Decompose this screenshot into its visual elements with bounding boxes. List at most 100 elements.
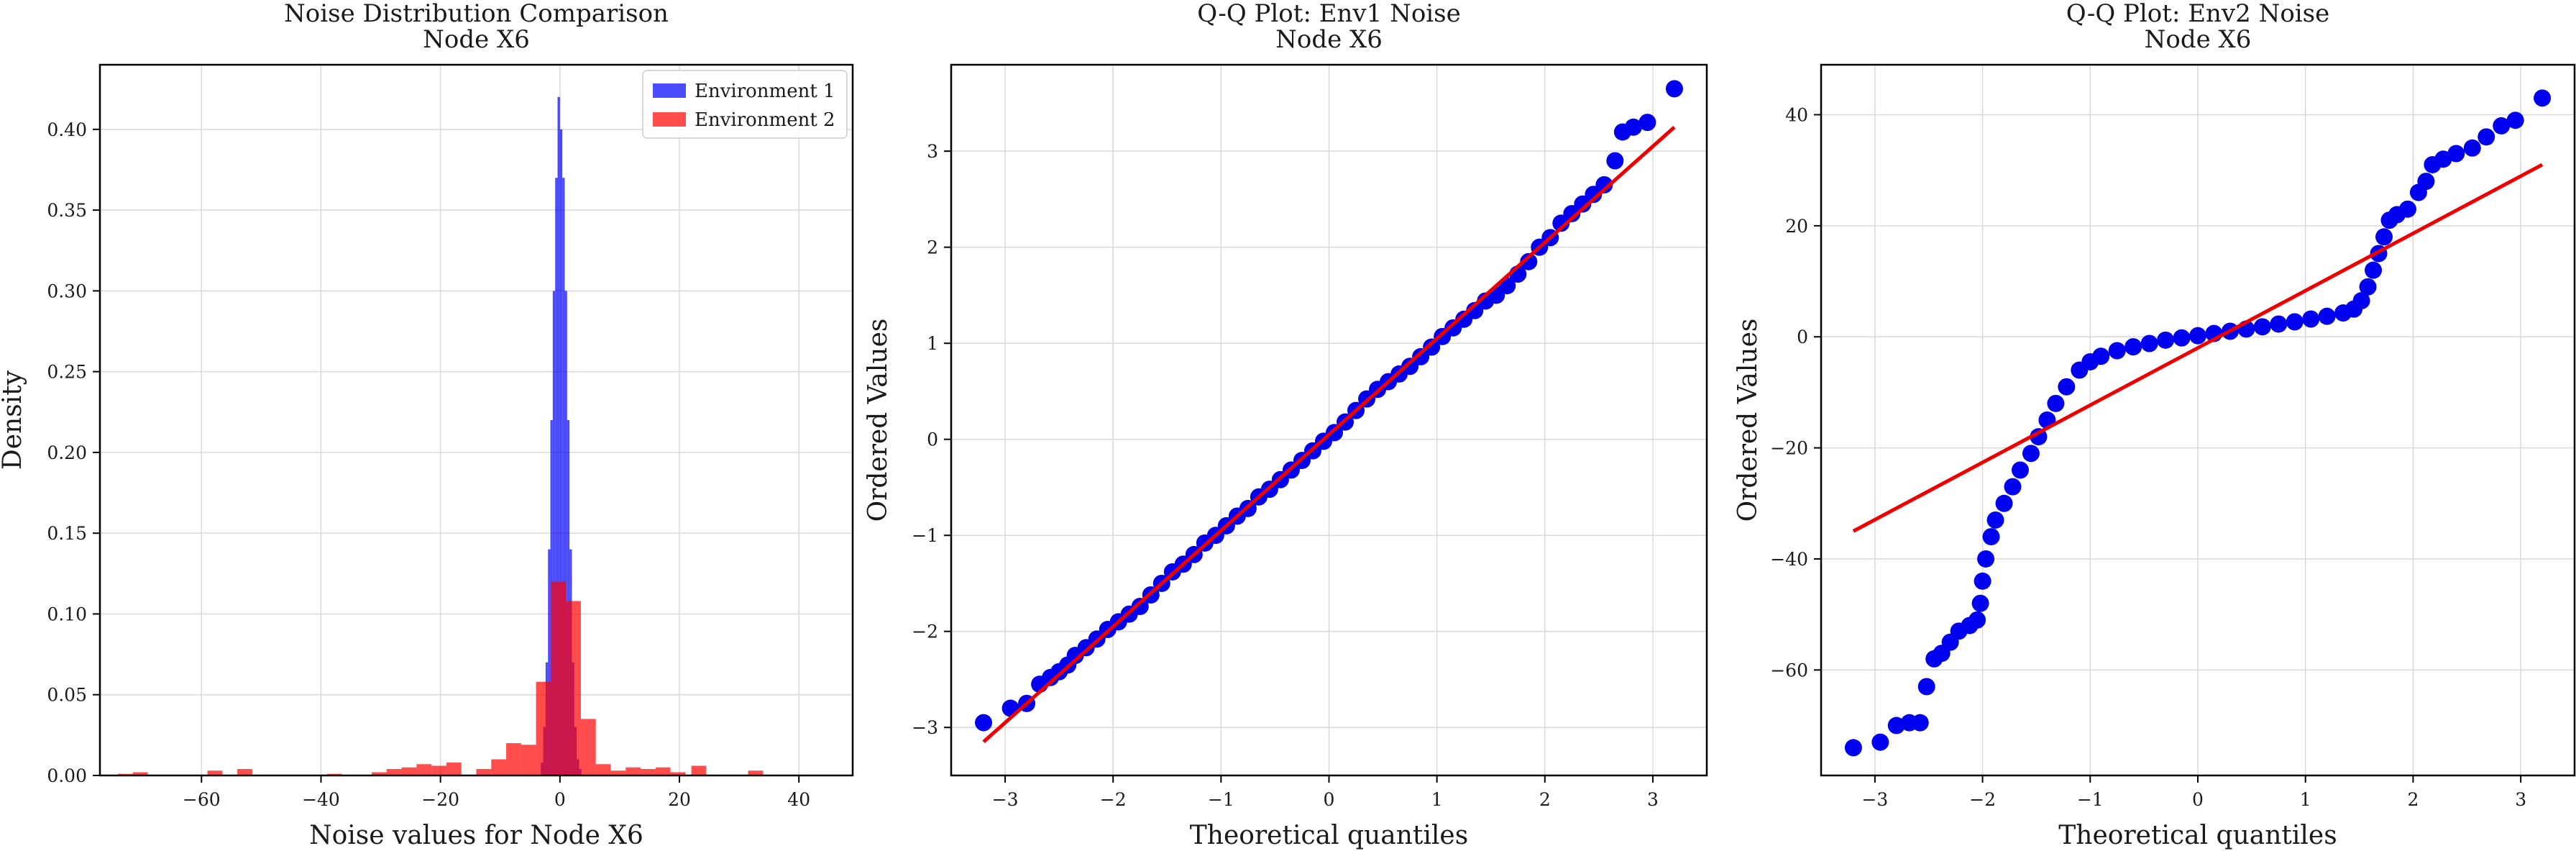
y-tick-label: 0.20 xyxy=(47,442,87,463)
y-axis-label: Ordered Values xyxy=(863,319,893,522)
qq-point xyxy=(2493,117,2511,135)
y-tick-label: 2 xyxy=(927,237,938,258)
qq-point xyxy=(2189,327,2206,345)
histogram-bar xyxy=(567,420,570,775)
qq-point xyxy=(1638,114,1656,132)
qq-point xyxy=(1977,550,1995,568)
x-tick-label: −2 xyxy=(1969,789,1996,810)
histogram-bar xyxy=(207,770,223,775)
qq-point xyxy=(2534,89,2552,107)
histogram-bar xyxy=(536,681,551,775)
y-tick-label: −2 xyxy=(912,622,938,642)
y-tick-label: −20 xyxy=(1770,438,1808,459)
qq-point xyxy=(1665,80,1683,98)
axes-frame xyxy=(98,63,854,777)
x-tick-label: −20 xyxy=(421,789,459,810)
plot-area xyxy=(1844,89,2552,757)
x-tick-label: 20 xyxy=(668,789,691,810)
qq-point xyxy=(2302,310,2320,328)
qq-point xyxy=(2365,261,2383,279)
legend-label: Environment 2 xyxy=(695,109,835,131)
histogram-bar xyxy=(446,763,462,775)
histogram-bar xyxy=(237,769,252,775)
y-tick-label: 1 xyxy=(927,333,938,354)
y-tick-label: 0.00 xyxy=(47,765,87,786)
legend-swatch xyxy=(653,112,686,127)
qq-point xyxy=(2417,173,2435,191)
y-tick-label: 0 xyxy=(1797,327,1808,347)
histogram-bar xyxy=(491,759,507,775)
qq-point xyxy=(1520,252,1538,270)
y-tick-label: −1 xyxy=(912,525,938,546)
qq-point xyxy=(1131,598,1149,616)
qq-plot-env1-panel: −3 −2 −1 0 1 2 3 −3 −2 −1 0 1 2 3 Q-Q Plot: Env1 Noise… xyxy=(863,0,1708,850)
histogram-bar xyxy=(559,129,563,775)
chart-title-line: Q-Q Plot: Env1 Noise xyxy=(1197,0,1460,28)
qq-point xyxy=(2359,278,2377,296)
qq-point xyxy=(1982,528,2000,546)
qq-plot-env2-panel: −3 −2 −1 0 1 2 3 −60 −40 −20 0 20 40 Q-Q Plot: Env2 N… xyxy=(1733,0,2576,850)
y-tick-label: 0.05 xyxy=(47,685,87,706)
grid xyxy=(100,65,853,776)
y-tick-label: 0.40 xyxy=(47,119,87,140)
qq-points xyxy=(1844,89,2552,757)
grid xyxy=(1821,65,2575,775)
x-tick-label: 40 xyxy=(787,789,810,810)
histogram-bar xyxy=(610,770,626,775)
qq-point xyxy=(1971,594,1989,612)
fit-line xyxy=(1852,163,2544,533)
x-tick-label: 2 xyxy=(2407,789,2419,810)
qq-point xyxy=(2506,112,2524,129)
y-tick-label: 0.30 xyxy=(47,281,87,301)
plot-area xyxy=(975,80,1683,744)
histogram-bar xyxy=(431,765,446,775)
qq-point xyxy=(1974,572,1991,590)
plot-area xyxy=(117,96,764,775)
qq-point xyxy=(2140,335,2158,352)
x-tick-label: 3 xyxy=(2515,789,2526,810)
histogram-bar xyxy=(521,745,536,775)
x-tick-label: 2 xyxy=(1539,789,1551,810)
qq-point xyxy=(2270,315,2288,333)
histogram-bar xyxy=(401,767,417,775)
histogram-bar xyxy=(132,772,148,775)
x-tick-label: −60 xyxy=(183,789,221,810)
chart-title-line: Noise Distribution Comparison xyxy=(284,0,669,28)
histogram-bar xyxy=(548,549,551,775)
x-axis-label: Theoretical quantiles xyxy=(2058,821,2337,850)
qq-point xyxy=(1606,152,1624,170)
qq-point xyxy=(1917,678,1935,696)
y-tick-label: 40 xyxy=(1785,104,1808,125)
histogram-bar xyxy=(555,178,558,775)
qq-point xyxy=(2157,331,2175,349)
qq-point xyxy=(2286,313,2304,331)
x-tick-label: −2 xyxy=(1100,789,1127,810)
qq-point xyxy=(1887,716,1905,734)
qq-point xyxy=(2047,394,2065,412)
histogram-panel: −60 −40 −20 0 20 40 0.00 0.05 0.10 0.15 0.20 0.25 0.… xyxy=(0,0,854,850)
qq-point xyxy=(2318,307,2336,325)
qq-point xyxy=(2022,445,2040,463)
x-tick-label: 0 xyxy=(1324,789,1335,810)
chart-title-line: Q-Q Plot: Env2 Noise xyxy=(2066,0,2329,28)
histogram-bar xyxy=(551,581,567,775)
y-tick-label: −40 xyxy=(1770,549,1808,570)
qq-point xyxy=(1595,176,1613,194)
qq-point xyxy=(2108,342,2126,360)
x-axis-label: Theoretical quantiles xyxy=(1190,821,1468,850)
histogram-bar xyxy=(595,764,611,775)
y-tick-label: −60 xyxy=(1770,660,1808,681)
x-tick-label: 1 xyxy=(1431,789,1443,810)
qq-point xyxy=(975,714,993,732)
histogram-bar xyxy=(372,772,387,775)
histogram-bar xyxy=(580,719,596,775)
qq-point xyxy=(1624,118,1642,136)
legend-box xyxy=(642,70,848,139)
histogram-bar xyxy=(552,291,556,775)
y-tick-label: 0.35 xyxy=(47,200,87,221)
qq-point xyxy=(1871,733,1889,751)
chart-title-line: Node X6 xyxy=(2145,25,2252,54)
qq-point xyxy=(2478,128,2495,146)
qq-point xyxy=(2124,338,2142,356)
